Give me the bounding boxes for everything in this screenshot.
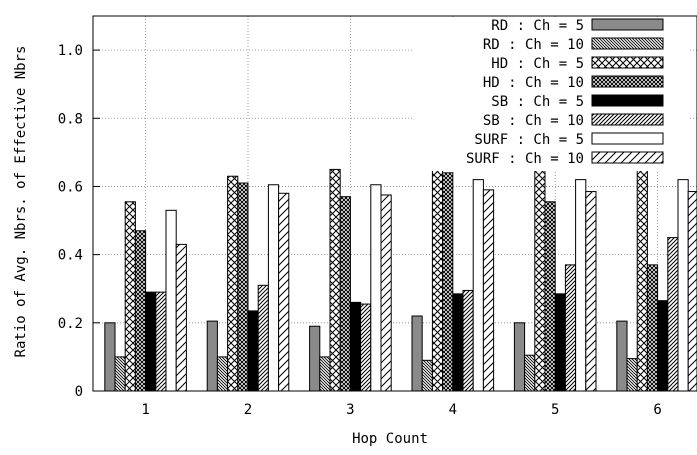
bar-solid-black <box>349 301 362 392</box>
bar-slash-hatch <box>462 289 474 392</box>
y-tick-label: 0.6 <box>58 179 83 195</box>
y-tick-label: 0.4 <box>58 248 83 264</box>
legend-swatch <box>591 18 664 31</box>
bar-solid-gray <box>206 320 218 392</box>
ticks: 0 0.2 0.4 0.6 0.8 1.0 1 2 3 4 5 6 <box>58 43 662 418</box>
bar-crosshatch-open <box>227 175 239 392</box>
bar-solid-white <box>677 179 689 392</box>
legend-swatch <box>591 151 664 164</box>
bar-crosshatch-open <box>636 151 648 392</box>
legend-swatch <box>591 94 664 107</box>
bar-solid-white <box>165 209 177 392</box>
axes <box>92 15 697 392</box>
legend-swatch <box>591 56 664 69</box>
bar-solid-black <box>452 293 464 392</box>
y-tick-label: 0.8 <box>58 111 83 127</box>
y-tick-label: 0.2 <box>58 316 83 332</box>
bar-crosshatch-dense <box>134 230 147 392</box>
bar-dense-backslash-hatch <box>319 356 331 392</box>
bar-slash-hatch <box>564 264 577 392</box>
bar-crosshatch-dense <box>339 196 351 392</box>
bar-crosshatch-dense <box>544 201 556 392</box>
bar-crosshatch-open <box>534 163 546 392</box>
bar-solid-black <box>657 300 669 392</box>
x-tick-label: 1 <box>141 402 149 418</box>
legend-swatch <box>591 75 664 88</box>
bar-dense-backslash-hatch <box>626 358 638 392</box>
bar-crosshatch-dense <box>442 172 454 392</box>
bar-solid-white <box>575 179 587 392</box>
legend-label: SB : Ch = 10 <box>483 113 584 129</box>
bar-solid-gray <box>513 322 526 392</box>
bar-solid-black <box>247 310 259 392</box>
y-axis-label: Ratio of Avg. Nbrs. of Effective Nbrs <box>13 46 29 358</box>
y-tick-label: 0 <box>75 384 83 400</box>
bar-crosshatch-open <box>431 165 444 392</box>
x-axis-label: Hop Count <box>352 431 428 447</box>
bar-solid-white <box>472 179 484 392</box>
x-tick-label: 4 <box>449 402 457 418</box>
bar-crosshatch-open <box>124 201 136 392</box>
bar-slash-hatch <box>360 303 372 392</box>
legend: RD : Ch = 5 RD : Ch = 10 HD : Ch = 5 HD : C… <box>413 17 690 171</box>
bar-dense-backslash-hatch <box>216 356 229 392</box>
legend-label: SB : Ch = 5 <box>491 94 584 110</box>
bar-crosshatch-open <box>329 168 341 392</box>
legend-label: RD : Ch = 5 <box>491 18 584 34</box>
legend-swatch <box>591 37 664 50</box>
bar-solid-gray <box>104 322 116 392</box>
bar-dense-backslash-hatch <box>524 354 536 392</box>
x-tick-label: 3 <box>346 402 354 418</box>
legend-label: HD : Ch = 10 <box>483 75 584 91</box>
legend-swatch <box>591 113 664 126</box>
bar-solid-gray <box>411 315 423 392</box>
bar-wide-slash-hatch <box>175 243 187 392</box>
legend-label: SURF : Ch = 5 <box>474 132 584 148</box>
bar-slash-hatch <box>667 237 679 392</box>
bar-slash-hatch <box>257 284 269 392</box>
bar-solid-white <box>370 184 382 392</box>
legend-swatch <box>591 132 664 145</box>
legend-label: SURF : Ch = 10 <box>466 151 584 167</box>
bar-wide-slash-hatch <box>585 191 597 392</box>
bar-solid-black <box>554 293 566 392</box>
bar-wide-slash-hatch <box>278 192 290 392</box>
bar-wide-slash-hatch <box>687 191 697 392</box>
bar-slash-hatch <box>155 291 167 392</box>
bar-solid-black <box>145 291 157 392</box>
bar-wide-slash-hatch <box>380 194 392 392</box>
bar-solid-gray <box>616 320 628 392</box>
x-tick-label: 6 <box>653 402 661 418</box>
bar-wide-slash-hatch <box>482 189 495 392</box>
x-tick-label: 2 <box>244 402 252 418</box>
legend-label: HD : Ch = 5 <box>491 56 584 72</box>
bar-dense-backslash-hatch <box>114 356 126 392</box>
bar-crosshatch-dense <box>237 182 249 392</box>
bar-solid-white <box>267 184 280 392</box>
bar-crosshatch-dense <box>646 264 659 392</box>
plot-frame <box>92 15 697 392</box>
legend-label: RD : Ch = 10 <box>483 37 584 53</box>
bars <box>104 151 697 392</box>
x-tick-label: 5 <box>551 402 559 418</box>
y-tick-label: 1.0 <box>58 43 83 59</box>
bar-solid-gray <box>309 325 321 392</box>
bar-dense-backslash-hatch <box>421 359 433 392</box>
